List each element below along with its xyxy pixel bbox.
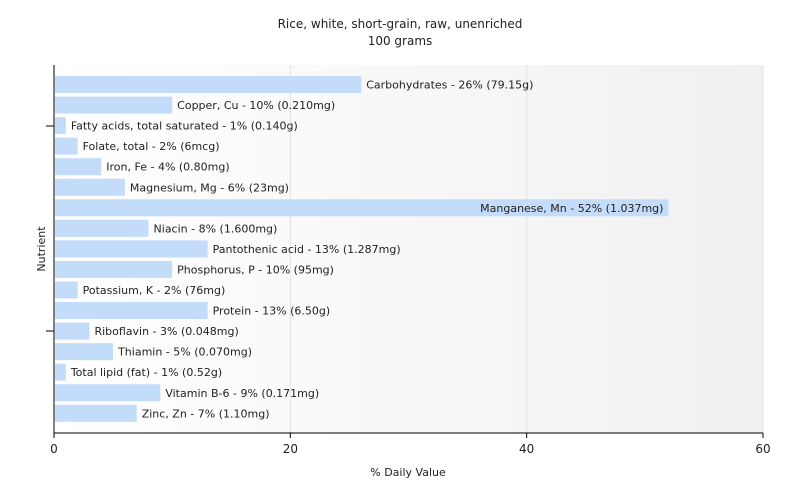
- bar-label: Phosphorus, P - 10% (95mg): [177, 263, 334, 276]
- bars: [55, 76, 669, 422]
- bar-label: Folate, total - 2% (6mcg): [83, 140, 220, 153]
- y-axis-title: Nutrient: [35, 226, 48, 272]
- bar-label: Manganese, Mn - 52% (1.037mg): [480, 202, 663, 215]
- bar-label: Carbohydrates - 26% (79.15g): [366, 79, 533, 92]
- bar-label: Copper, Cu - 10% (0.210mg): [177, 99, 335, 112]
- bar: [55, 343, 114, 361]
- x-tick-label: 20: [283, 442, 298, 456]
- bar-label: Magnesium, Mg - 6% (23mg): [130, 181, 289, 194]
- x-tick-label: 0: [50, 442, 58, 456]
- bar: [55, 158, 102, 176]
- chart-title: Rice, white, short-grain, raw, unenriche…: [278, 17, 523, 31]
- x-axis-title: % Daily Value: [370, 466, 446, 479]
- bar: [55, 178, 125, 196]
- bar: [55, 240, 208, 258]
- axes: [46, 65, 763, 434]
- bar-label: Riboflavin - 3% (0.048mg): [94, 325, 238, 338]
- bar: [55, 281, 78, 299]
- bar-label: Protein - 13% (6.50g): [213, 305, 331, 318]
- bar: [55, 76, 362, 93]
- bar: [55, 322, 90, 340]
- x-axis-ticks: 0 20 40 60: [50, 433, 771, 456]
- bar: [55, 404, 137, 422]
- x-tick-label: 60: [755, 442, 770, 456]
- bar-label: Iron, Fe - 4% (0.80mg): [106, 161, 229, 174]
- bar: [55, 219, 149, 237]
- bar: [55, 137, 78, 155]
- bar-label: Fatty acids, total saturated - 1% (0.140…: [71, 120, 298, 133]
- bar-label: Thiamin - 5% (0.070mg): [117, 346, 252, 359]
- bar-labels: Carbohydrates - 26% (79.15g) Copper, Cu -…: [70, 79, 664, 421]
- bar-label: Pantothenic acid - 13% (1.287mg): [213, 243, 401, 256]
- bar: [55, 363, 66, 381]
- bar: [55, 199, 669, 217]
- bar: [55, 117, 66, 135]
- grid-lines: [289, 65, 764, 433]
- bar-label: Niacin - 8% (1.600mg): [154, 222, 278, 235]
- bar-label: Potassium, K - 2% (76mg): [83, 284, 226, 297]
- bar: [55, 260, 173, 278]
- chart-subtitle: 100 grams: [368, 34, 433, 48]
- bar-label: Total lipid (fat) - 1% (0.52g): [70, 366, 222, 379]
- bar: [55, 96, 173, 114]
- bar-label: Zinc, Zn - 7% (1.10mg): [142, 407, 270, 420]
- bar-label: Vitamin B-6 - 9% (0.171mg): [165, 387, 319, 400]
- bar: [55, 302, 208, 320]
- bar: [55, 384, 161, 402]
- x-tick-label: 40: [519, 442, 534, 456]
